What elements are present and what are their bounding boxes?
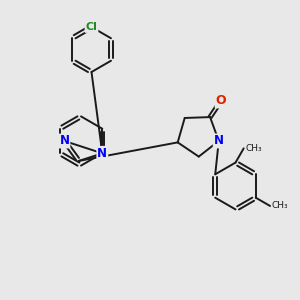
- Text: O: O: [216, 94, 226, 107]
- Text: N: N: [59, 134, 69, 148]
- Text: Cl: Cl: [85, 22, 98, 32]
- Text: N: N: [214, 134, 224, 148]
- Text: N: N: [97, 147, 107, 160]
- Text: CH₃: CH₃: [272, 202, 288, 211]
- Text: CH₃: CH₃: [245, 144, 262, 153]
